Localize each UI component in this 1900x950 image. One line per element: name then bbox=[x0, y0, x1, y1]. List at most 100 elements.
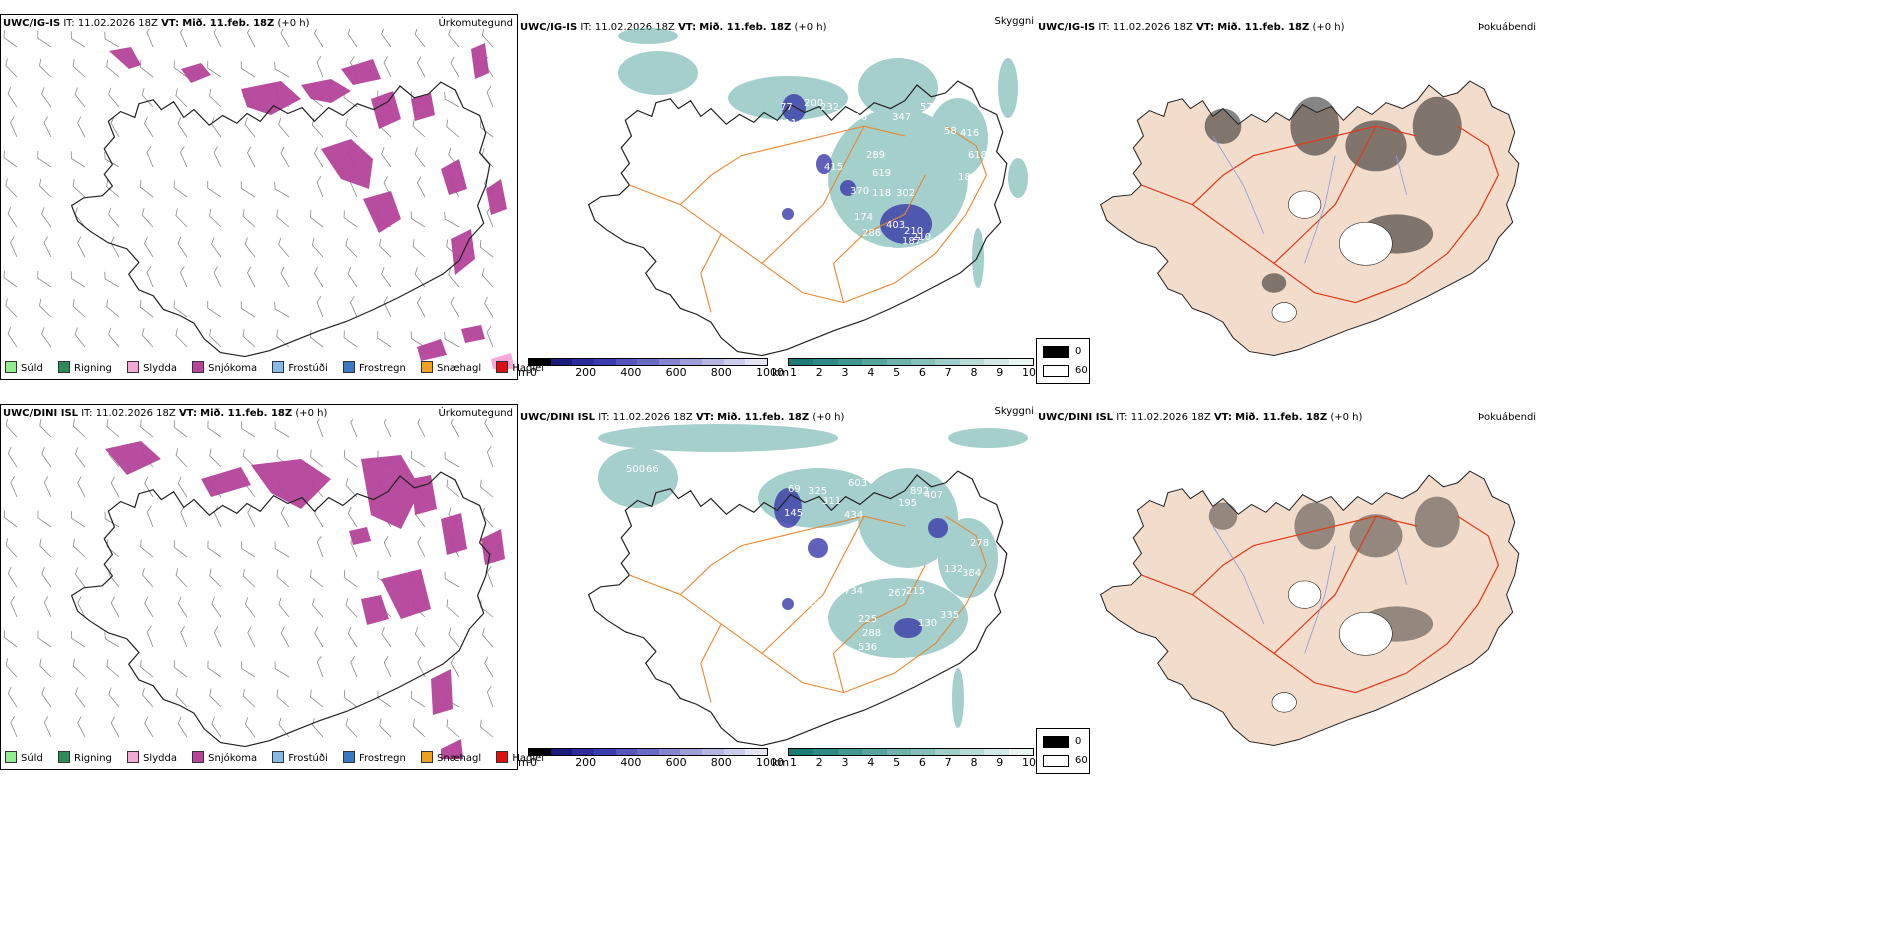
ice-caps bbox=[1271, 190, 1393, 323]
wind-barb bbox=[414, 627, 426, 648]
legend-item: Haglél bbox=[496, 751, 544, 764]
legend-swatch bbox=[127, 361, 140, 373]
it-label: IT: bbox=[63, 18, 75, 29]
visibility-label: 69 bbox=[788, 484, 801, 495]
legend-label: Haglél bbox=[512, 753, 545, 764]
wind-barb bbox=[41, 447, 52, 468]
wind-barb bbox=[481, 29, 494, 48]
wind-barb bbox=[350, 296, 358, 318]
wind-barb bbox=[108, 87, 120, 108]
vt-label: VT: bbox=[695, 412, 714, 423]
wind-barb bbox=[74, 687, 86, 708]
wind-barb bbox=[177, 116, 188, 138]
wind-barb bbox=[39, 298, 52, 318]
visibility-label: 416 bbox=[960, 128, 979, 139]
wind-barb bbox=[274, 61, 290, 78]
legend-item: Snjókoma bbox=[192, 361, 257, 374]
offset: (+0 h) bbox=[1330, 412, 1363, 423]
visibility-label: 516 bbox=[848, 112, 867, 123]
it-label: IT: bbox=[598, 412, 610, 423]
wind-barb bbox=[274, 541, 290, 558]
wind-barb bbox=[7, 446, 18, 468]
colorbar-tick: 1000 bbox=[756, 756, 784, 769]
wind-barb bbox=[383, 56, 392, 78]
wind-barb bbox=[486, 85, 494, 108]
panel-title: UWC/DINI ISL IT: 11.02.2026 18Z VT: Mið.… bbox=[1038, 412, 1362, 423]
wind-barb bbox=[417, 176, 426, 198]
visibility-label: 311 bbox=[822, 496, 841, 507]
wind-barb bbox=[444, 91, 460, 108]
precip-panel-bottom: UWC/DINI ISL IT: 11.02.2026 18Z VT: Mið.… bbox=[0, 404, 544, 770]
wind-barb bbox=[383, 536, 392, 558]
wind-barb bbox=[412, 718, 426, 738]
colorbar-tick: 600 bbox=[665, 756, 687, 769]
wind-barb bbox=[177, 716, 188, 738]
wind-barb bbox=[345, 718, 358, 738]
wind-barb bbox=[240, 301, 256, 318]
wind-barb bbox=[310, 689, 324, 708]
sun-value-0: 0 bbox=[1075, 346, 1082, 357]
legend-swatch bbox=[342, 751, 355, 763]
sun-value-1: 60 bbox=[1075, 755, 1088, 766]
offset: (+0 h) bbox=[1312, 22, 1345, 33]
visibility-label: 174 bbox=[854, 212, 873, 223]
wind-barb bbox=[480, 719, 494, 738]
wind-barb bbox=[213, 506, 222, 528]
visibility-label: 77 bbox=[780, 102, 793, 113]
wind-barb bbox=[144, 596, 154, 618]
visibility-label: 487 bbox=[874, 246, 893, 257]
wind-barb bbox=[410, 211, 426, 228]
wind-barb bbox=[3, 270, 18, 288]
wind-barb bbox=[37, 510, 52, 528]
wind-barb bbox=[139, 179, 154, 198]
wind-barb bbox=[347, 506, 358, 528]
visibility-label: 603 bbox=[848, 478, 867, 489]
wind-barb bbox=[381, 29, 392, 48]
wind-barb bbox=[209, 208, 222, 228]
visibility-label: 734 bbox=[844, 586, 863, 597]
wind-barb bbox=[104, 151, 120, 168]
wind-barb bbox=[43, 116, 52, 138]
wind-barb bbox=[242, 448, 256, 468]
visibility-label: 130 bbox=[918, 618, 937, 629]
wind-barb bbox=[180, 506, 188, 528]
colorbar-tick: 9 bbox=[996, 756, 1004, 769]
wind-barb bbox=[381, 267, 392, 288]
wind-barb bbox=[276, 329, 290, 348]
wind-barb bbox=[316, 295, 324, 318]
wind-barb bbox=[377, 690, 392, 708]
wind-barb bbox=[5, 658, 18, 678]
wind-barb bbox=[146, 625, 154, 648]
wind-barb bbox=[417, 536, 426, 558]
model-name: UWC/DINI ISL bbox=[520, 412, 596, 423]
wind-barb bbox=[77, 116, 86, 138]
wind-barb bbox=[309, 209, 324, 228]
colorbar-tick: 4 bbox=[867, 756, 875, 769]
wind-barb bbox=[173, 300, 188, 318]
wind-barb bbox=[383, 656, 392, 678]
wind-barb bbox=[310, 449, 324, 468]
wind-barb bbox=[410, 331, 426, 348]
wind-barb bbox=[244, 117, 256, 138]
wind-barb bbox=[110, 116, 120, 138]
wind-barb bbox=[180, 266, 188, 288]
wind-barb bbox=[486, 565, 494, 588]
precip-legend: Súld Rigning Slydda Snjókoma Frostúði Fr… bbox=[5, 361, 556, 374]
wind-barb bbox=[37, 150, 52, 168]
wind-barb bbox=[241, 541, 256, 558]
precip-panel-top: UWC/IG-IS IT: 11.02.2026 18Z VT: Mið. 11… bbox=[0, 14, 544, 380]
wind-barb bbox=[276, 569, 290, 588]
visibility-label: 370 bbox=[850, 186, 869, 197]
low-cloud bbox=[774, 488, 948, 638]
wind-barb bbox=[242, 688, 256, 708]
wind-barb bbox=[77, 716, 86, 738]
legend-item: Snæhagl bbox=[421, 751, 481, 764]
legend-item: Frostregn bbox=[342, 361, 406, 374]
wind-barb bbox=[5, 58, 18, 78]
wind-barb bbox=[207, 540, 222, 558]
model-name: UWC/IG-IS bbox=[520, 22, 578, 33]
wind-barb bbox=[72, 299, 86, 318]
legend-item: Frostúði bbox=[272, 361, 328, 374]
visibility-label: 210 bbox=[904, 226, 923, 237]
vt-label: VT: bbox=[161, 18, 180, 29]
